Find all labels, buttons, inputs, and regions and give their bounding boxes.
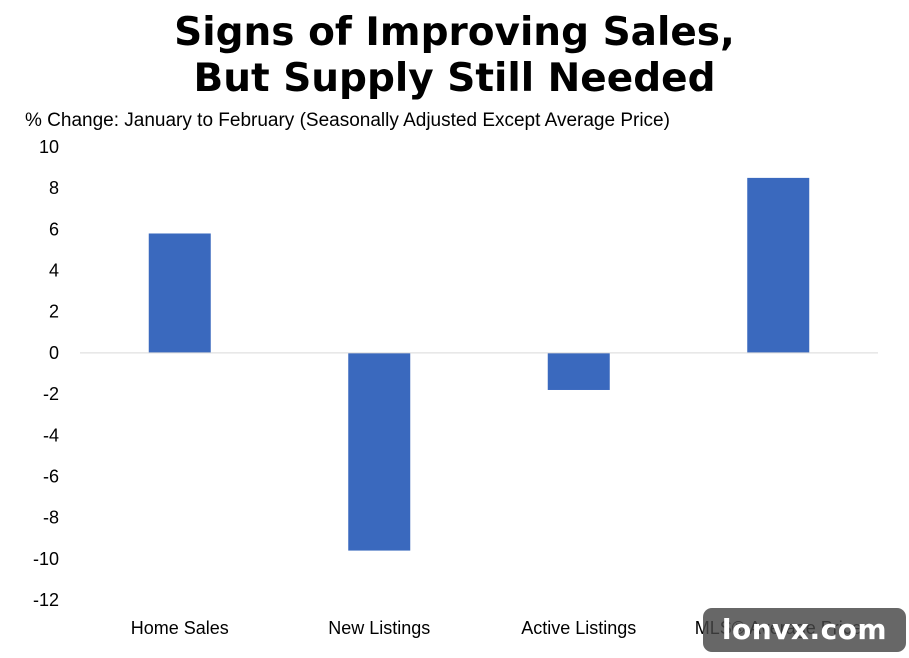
y-tick-label: 6	[49, 219, 59, 239]
y-tick-label: -4	[43, 425, 59, 445]
chart-title: Signs of Improving Sales, But Supply Sti…	[0, 10, 909, 102]
x-category-label: New Listings	[328, 618, 430, 638]
bar-new-listings	[348, 352, 411, 551]
chart-subtitle: % Change: January to February (Seasonall…	[25, 110, 670, 131]
chart-title-line-2: But Supply Still Needed	[193, 56, 716, 101]
x-category-label: Active Listings	[521, 618, 636, 638]
y-tick-label: -12	[33, 590, 59, 610]
y-tick-label: 8	[49, 178, 59, 198]
y-tick-label: -10	[33, 549, 59, 569]
x-category-label: Home Sales	[131, 618, 229, 638]
y-tick-label: -2	[43, 384, 59, 404]
y-tick-label: 4	[49, 261, 59, 281]
watermark-badge: lonvx.com	[703, 608, 906, 652]
y-tick-label: 2	[49, 302, 59, 322]
y-tick-label: -6	[43, 466, 59, 486]
y-tick-label: -8	[43, 508, 59, 528]
bar-mls-average-price	[747, 177, 810, 353]
y-tick-label: 10	[39, 137, 59, 157]
y-tick-label: 0	[49, 343, 59, 363]
bar-home-sales	[148, 233, 211, 353]
chart-title-line-1: Signs of Improving Sales,	[174, 10, 735, 55]
bar-active-listings	[547, 352, 610, 390]
